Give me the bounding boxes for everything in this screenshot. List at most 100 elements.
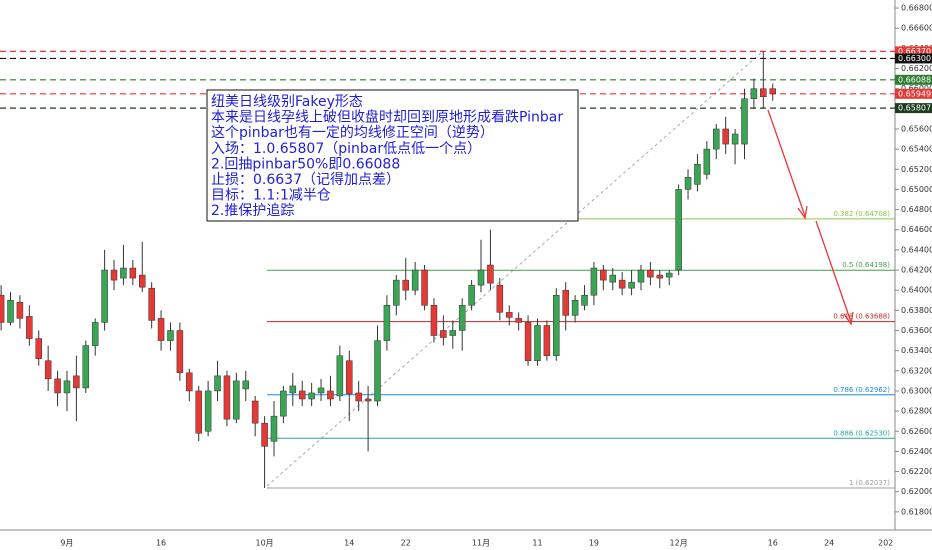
price-label: 0.66088 [898,75,931,84]
candle-body [411,269,419,291]
candle-body [713,128,720,150]
candle-body [63,380,71,394]
candle-body [760,88,767,97]
candle-body [242,380,250,390]
candle-body [458,305,466,331]
price-label: 0.66370 [898,47,931,56]
candle-body [223,375,231,420]
candle-body [176,330,184,374]
x-tick-label: 9月 [60,539,73,548]
candle-body [665,272,673,278]
candle-body [553,294,560,356]
candle-body [91,322,99,346]
candle-body [618,279,626,289]
annotation-line: 本来是日线孕线上破但收盘时却回到原地形成看跌Pinbar [211,109,563,126]
arrow-head [797,205,808,220]
annotation-line: 入场：1.0.65807（pinbar低点低一个点） [211,141,481,157]
candle-body [524,322,532,361]
x-tick-label: 11月 [472,539,490,548]
candle-body [101,269,108,323]
annotation-line: 2.回抽pinbar50%即0.66088 [211,156,400,172]
candle-body [477,269,485,286]
candle-body [0,294,5,323]
price-label: 0.65949 [898,89,931,98]
candle-body [496,284,504,313]
y-tick-label: 0.64800 [901,205,932,214]
candle-body [769,88,776,94]
candle-body [505,312,513,318]
candle-body [73,375,80,389]
y-tick-label: 0.65000 [901,185,932,194]
candle-body [600,269,607,281]
arrows [767,109,854,326]
y-tick-label: 0.64000 [901,286,932,295]
candle-body [637,269,645,283]
x-tick-label: 11 [532,539,542,548]
candle-body [120,267,127,279]
fib-label: 0.618 (0.63688) [833,313,890,321]
candle-body [26,316,33,339]
fib-label: 0.886 (0.62530) [833,429,890,437]
candle-body [233,380,240,420]
candle-body [346,360,353,395]
candle-body [7,300,14,323]
price-label: 0.66300 [898,54,931,63]
candle-body [270,415,278,442]
candle-body [449,330,457,336]
candle-body [684,177,692,190]
candle-body [393,279,400,306]
price-label-bg [895,53,932,64]
candle-body [487,264,494,284]
y-tick-label: 0.66600 [901,24,932,33]
candle-body [374,340,381,402]
y-tick-label: 0.62000 [901,487,932,496]
y-tick-label: 0.64600 [901,225,932,234]
candle-body [167,330,174,341]
y-tick-label: 0.66200 [901,64,932,73]
y-tick-label: 0.65200 [901,165,932,174]
candle-body [675,189,682,271]
candle-body [195,390,202,434]
y-tick-label: 0.63800 [901,306,932,315]
price-label-bg [895,88,932,99]
y-tick-label: 0.62400 [901,447,932,456]
candle-body [421,269,428,306]
candle-body [280,390,287,417]
candle-body [35,338,42,359]
fib-label: 0.5 (0.64198) [842,261,890,269]
annotation-line: 2.推保护追踪 [211,203,294,219]
x-tick-label: 14 [344,539,354,548]
candle-body [327,390,334,400]
fib-label: 0.382 (0.64708) [833,210,890,218]
candle-body [129,267,137,279]
candle-body [694,163,701,185]
y-tick-label: 0.65600 [901,124,932,133]
candle-body [298,390,306,400]
candle-body [571,300,579,316]
candle-body [731,133,739,145]
price-label-bg [895,46,932,57]
candle-body [647,269,654,278]
candle-body [308,392,315,400]
price-label-bg [895,103,932,114]
annotation-line: 这个pinbar也有一定的均线修正空间（逆势） [211,124,494,141]
candle-body [543,325,551,356]
annotation-box [206,89,579,222]
y-tick-label: 0.66800 [901,4,932,13]
candle-body [54,378,61,394]
candle-body [628,281,635,289]
candle-body [609,274,616,283]
arrow [815,220,852,323]
candle-body [590,267,598,296]
y-tick-label: 0.64200 [901,266,932,275]
candle-body [186,372,193,392]
y-tick-label: 0.64400 [901,245,932,254]
candle-body [703,148,711,175]
price-label-bg [895,74,932,85]
x-tick-label: 12月 [670,539,688,548]
candle-body [468,284,475,306]
x-tick-label: 24 [824,539,834,548]
candle-body [16,302,24,319]
candle-body [82,345,90,389]
